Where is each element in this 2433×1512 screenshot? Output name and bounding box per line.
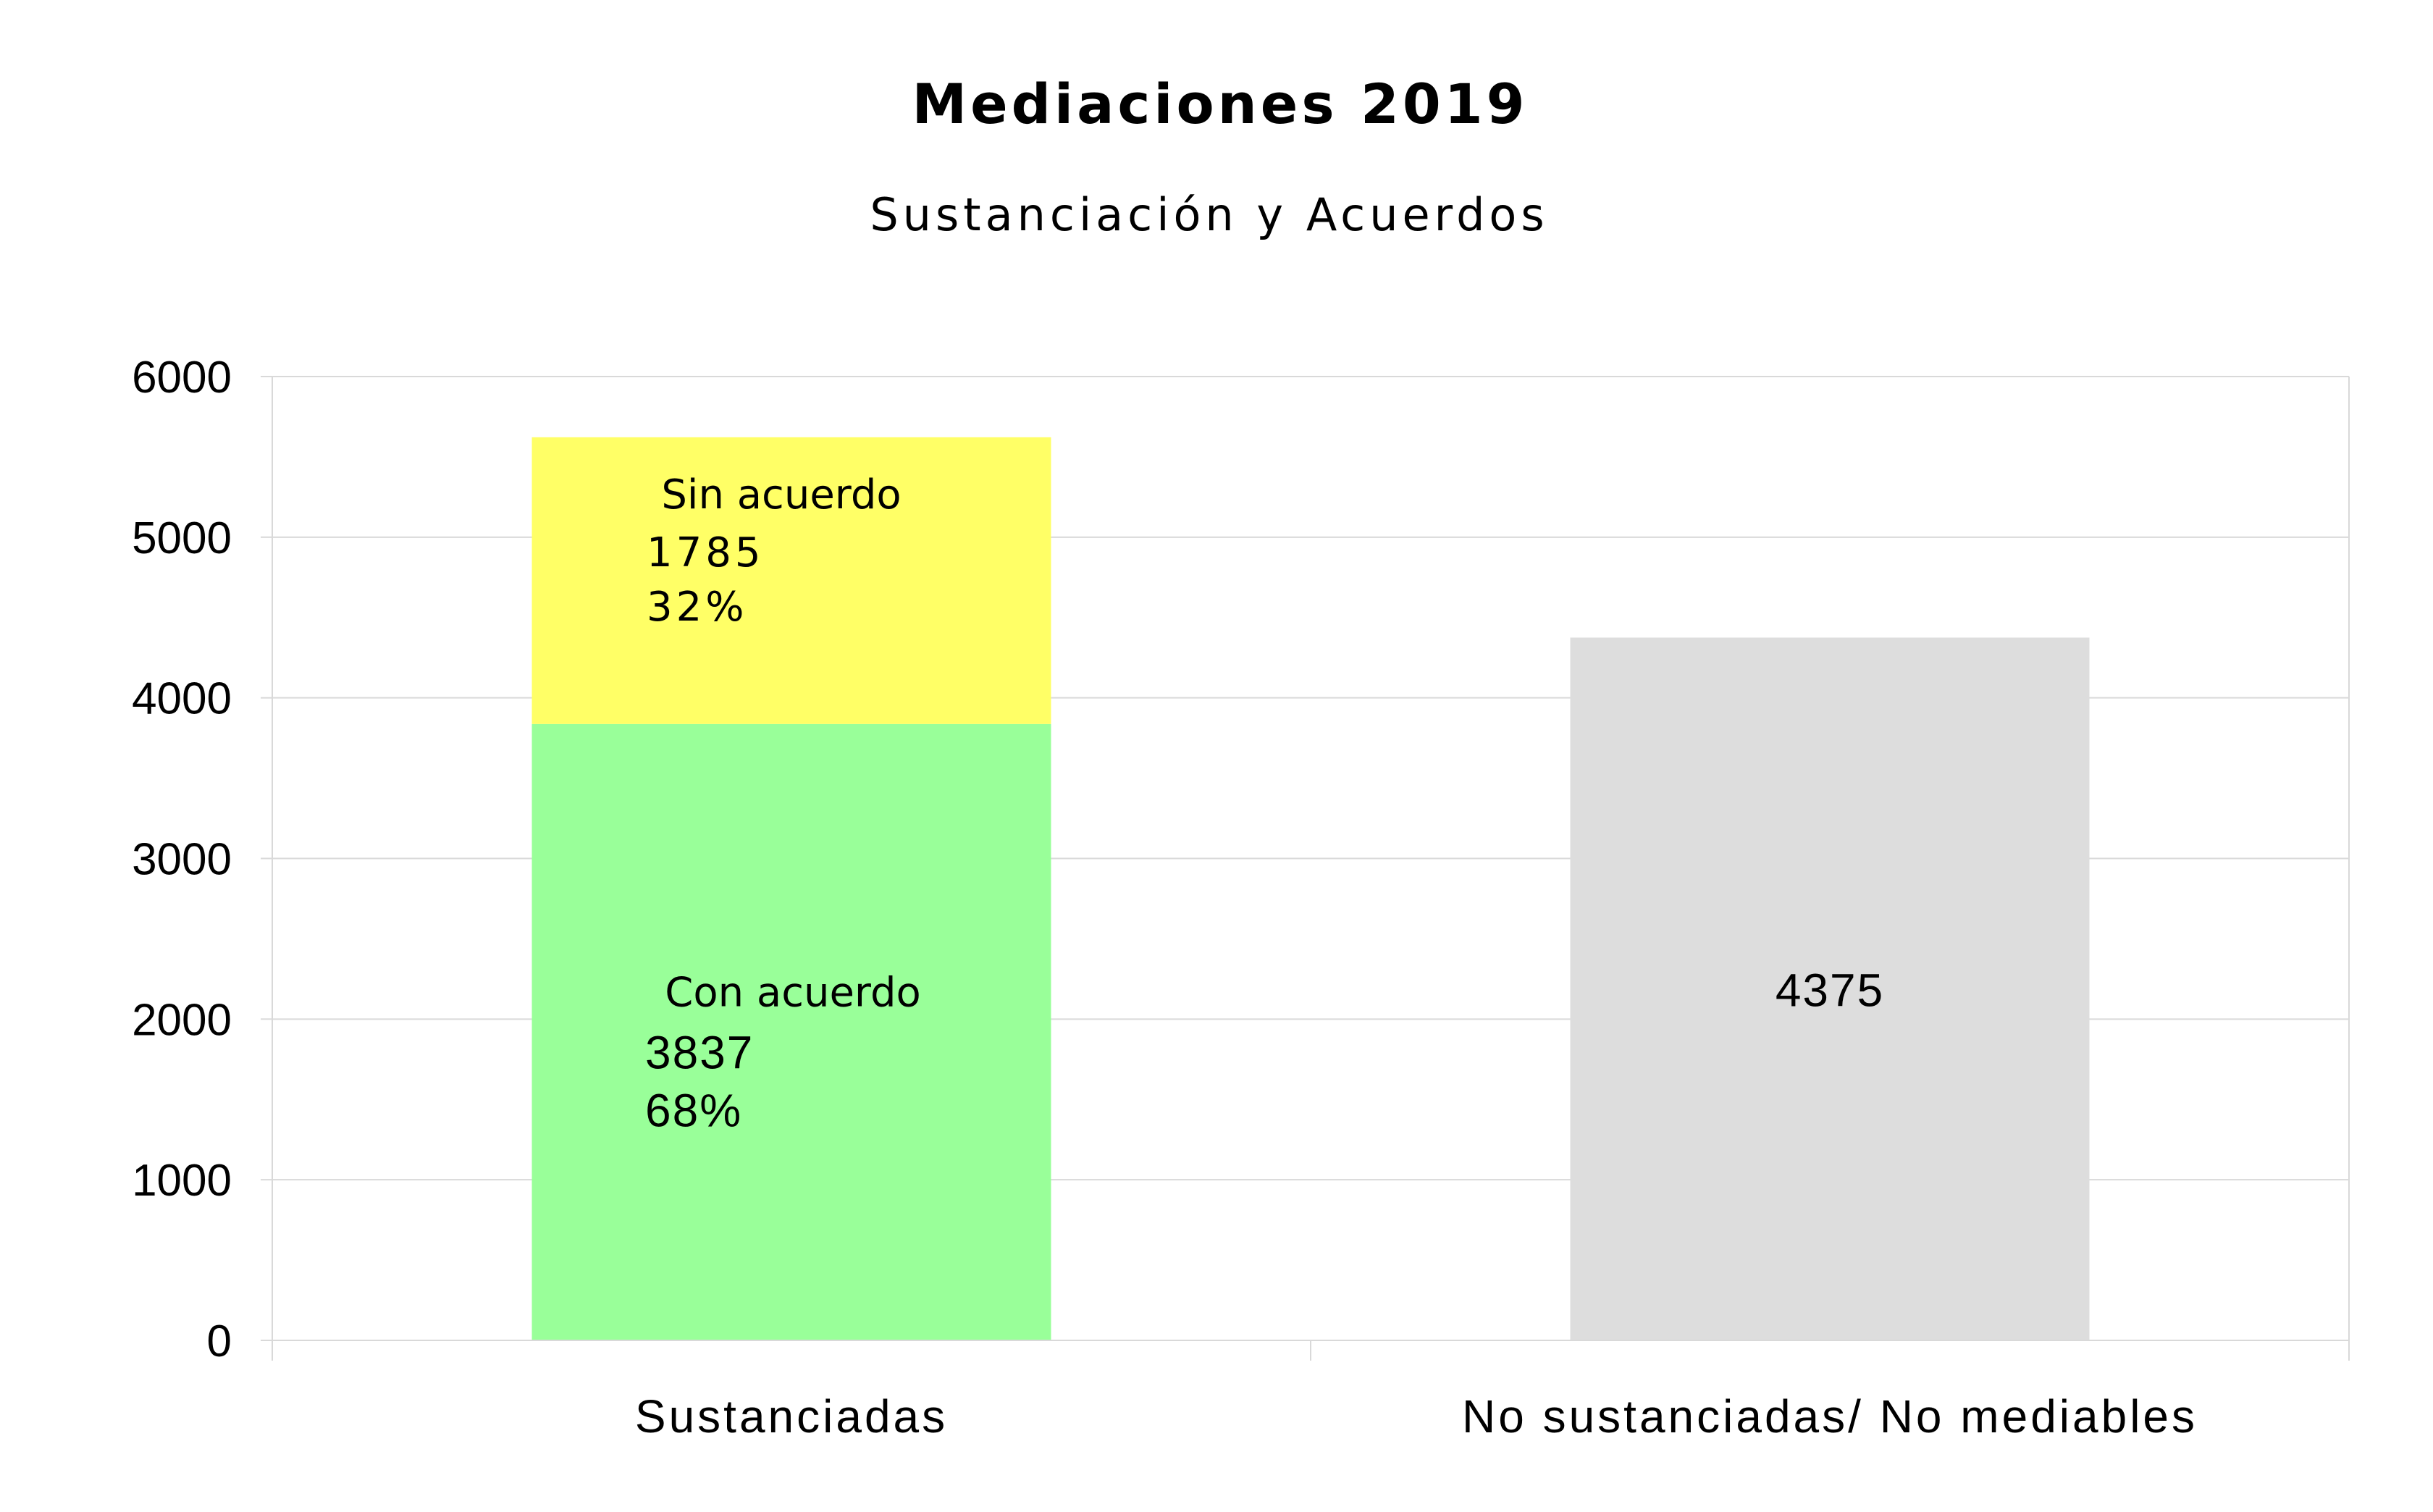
bar-segment	[531, 723, 1051, 1340]
axis-layer: 0 1000 2000 3000 4000 5000 6000 Sustanciadas No …	[132, 353, 2350, 1442]
data-label-name: Sin acuerdo	[661, 471, 901, 518]
bar-layer	[531, 437, 2090, 1340]
y-tick-label: 0	[207, 1316, 232, 1366]
y-tick-label: 6000	[132, 353, 232, 403]
bar-segment	[1570, 637, 2090, 1340]
label-layer: Con acuerdo 3837 68% Sin acuerdo 1785 32% 4375	[645, 471, 1884, 1137]
data-label-percent: 68%	[645, 1084, 742, 1136]
chart-title: Mediaciones 2019	[912, 72, 1528, 136]
x-category-label: Sustanciadas	[635, 1390, 948, 1442]
x-category-label: No sustanciadas/ No mediables	[1462, 1390, 2198, 1442]
y-tick-label: 5000	[132, 513, 232, 563]
data-label-value: 4375	[1776, 965, 1884, 1017]
data-label-name: Con acuerdo	[665, 969, 921, 1016]
data-label-value: 3837	[645, 1026, 754, 1078]
y-tick-label: 1000	[132, 1156, 232, 1206]
bar-segment	[531, 437, 1051, 724]
y-tick-label: 2000	[132, 995, 232, 1045]
y-tick-label: 4000	[132, 674, 232, 724]
chart-subtitle: Sustanciación y Acuerdos	[870, 188, 1548, 241]
y-tick-label: 3000	[132, 835, 232, 885]
data-label-percent: 32%	[647, 584, 747, 631]
data-label-value: 1785	[647, 529, 765, 576]
